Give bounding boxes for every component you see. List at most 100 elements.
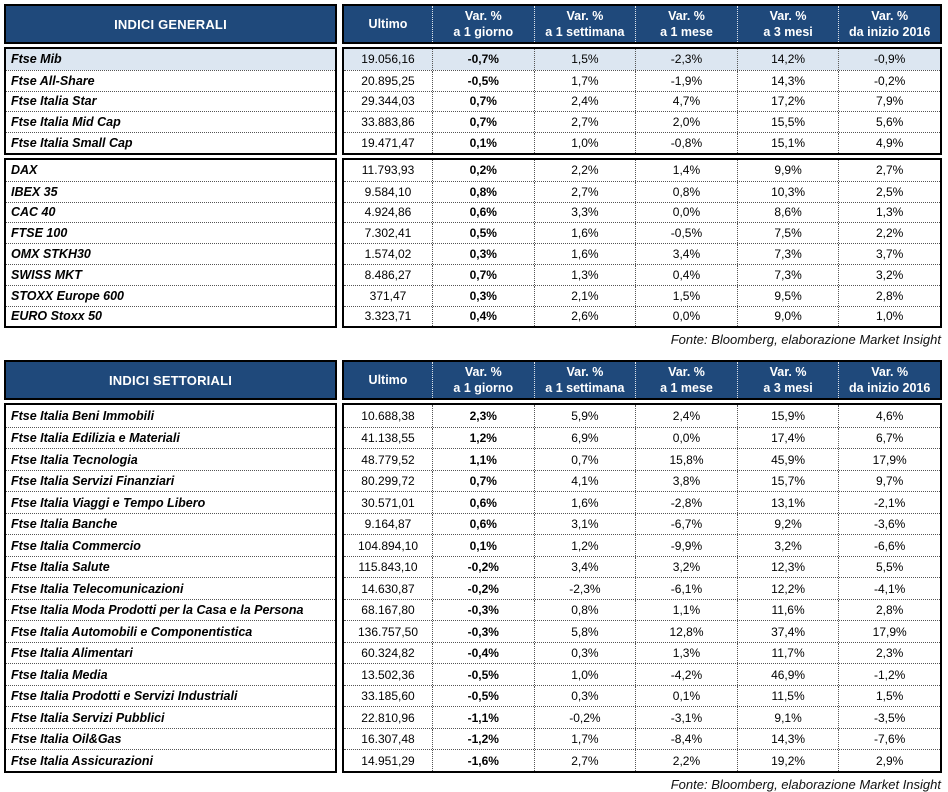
- table-row: 41.138,55 1,2% 6,9% 0,0% 17,4% 6,7%: [344, 426, 940, 449]
- index-name: Ftse Italia Star: [6, 90, 335, 112]
- variation-value: -1,2%: [838, 664, 940, 685]
- variation-value: 2,8%: [838, 599, 940, 621]
- variation-value: 14,3%: [736, 70, 839, 91]
- table-row: 13.502,36 -0,5% 1,0% -4,2% 46,9% -1,2%: [344, 663, 940, 685]
- index-names-panel: Ftse Mib Ftse All-Share Ftse Italia Star Ft…: [4, 47, 337, 155]
- last-value: 41.138,55: [361, 431, 415, 446]
- last-value: 30.571,01: [361, 495, 415, 510]
- variation-value: 17,4%: [736, 427, 839, 449]
- index-name: Ftse Italia Banche: [6, 512, 335, 535]
- variation-value: 0,1%: [635, 685, 737, 707]
- variation-value: -3,6%: [838, 513, 940, 535]
- column-header-var-da-inizio-2016: Var. % da inizio 2016: [838, 6, 940, 42]
- indici-generali-section: INDICI GENERALI Ultimo Var. % a 1 giorno Va…: [4, 4, 942, 347]
- index-name: Ftse Italia Edilizia e Materiali: [6, 426, 335, 449]
- table-row: 20.895,25 -0,5% 1,7% -1,9% 14,3% -0,2%: [344, 69, 940, 91]
- variation-value: 5,6%: [838, 112, 940, 133]
- index-names-panel: Ftse Italia Beni Immobili Ftse Italia Edi…: [4, 403, 337, 773]
- variation-value: 2,3%: [432, 405, 534, 427]
- variation-value: 0,6%: [432, 202, 534, 223]
- variation-value: 14,2%: [736, 49, 839, 70]
- index-name: Ftse Italia Prodotti e Servizi Industria…: [6, 684, 335, 707]
- index-name: OMX STKH30: [6, 243, 335, 264]
- last-value: 19.471,47: [361, 136, 415, 151]
- variation-value: 1,2%: [533, 535, 636, 556]
- column-header-sublabel: a 1 giorno: [453, 381, 514, 396]
- variation-value: 0,3%: [432, 244, 534, 264]
- table-title: INDICI GENERALI: [114, 16, 227, 32]
- column-header-sublabel: a 1 settimana: [545, 381, 625, 396]
- index-name: Ftse Italia Viaggi e Tempo Libero: [6, 491, 335, 513]
- column-header-sublabel: a 1 mese: [660, 381, 713, 396]
- variation-value: 0,8%: [533, 599, 636, 621]
- variation-value: 1,6%: [533, 244, 636, 264]
- column-header-label: Var. %: [464, 9, 502, 23]
- variation-value: 1,6%: [533, 492, 636, 513]
- column-header-var-da-inizio-2016: Var. % da inizio 2016: [838, 362, 940, 399]
- variation-value: 46,9%: [736, 664, 839, 685]
- table-row: 60.324,82 -0,4% 0,3% 1,3% 11,7% 2,3%: [344, 641, 940, 664]
- variation-value: 5,8%: [533, 621, 636, 642]
- index-name: Ftse Italia Salute: [6, 555, 335, 578]
- table-row: 8.486,27 0,7% 1,3% 0,4% 7,3% 3,2%: [344, 263, 940, 285]
- column-header-sublabel: a 1 giorno: [453, 25, 514, 39]
- index-values-panel: 10.688,38 2,3% 5,9% 2,4% 15,9% 4,6% 41.138,55 1…: [342, 403, 942, 773]
- index-name: Ftse All-Share: [6, 69, 335, 91]
- variation-value: 10,3%: [736, 181, 839, 202]
- index-name: Ftse Italia Media: [6, 663, 335, 685]
- variation-value: 1,5%: [635, 285, 737, 306]
- variation-value: 7,3%: [736, 264, 839, 285]
- variation-value: -8,4%: [635, 728, 737, 750]
- variation-value: -0,2%: [432, 578, 534, 599]
- variation-value: 0,6%: [432, 492, 534, 513]
- last-value: 1.574,02: [364, 247, 412, 262]
- variation-value: 3,3%: [533, 202, 636, 223]
- variation-value: 3,4%: [635, 244, 737, 264]
- variation-value: 0,7%: [432, 470, 534, 492]
- variation-value: 15,8%: [635, 449, 737, 470]
- variation-value: 6,9%: [533, 427, 636, 449]
- column-header-label: Var. %: [464, 365, 502, 380]
- column-header-label: Var. %: [566, 365, 604, 380]
- variation-value: 1,7%: [533, 70, 636, 91]
- variation-value: 8,6%: [736, 202, 839, 223]
- table-row: 115.843,10 -0,2% 3,4% 3,2% 12,3% 5,5%: [344, 555, 940, 578]
- variation-value: 6,7%: [838, 427, 940, 449]
- variation-value: 3,8%: [635, 470, 737, 492]
- table-row: 29.344,03 0,7% 2,4% 4,7% 17,2% 7,9%: [344, 90, 940, 112]
- table-body-group: DAX IBEX 35 CAC 40 FTSE 100 OMX STKH30 SWISS …: [4, 157, 942, 329]
- variation-value: 0,5%: [432, 223, 534, 244]
- index-name: Ftse Italia Small Cap: [6, 132, 335, 153]
- variation-value: 2,4%: [635, 405, 737, 427]
- variation-value: -6,6%: [838, 535, 940, 556]
- variation-value: 3,2%: [838, 264, 940, 285]
- column-header-label: Var. %: [769, 9, 807, 23]
- variation-value: 11,6%: [736, 599, 839, 621]
- index-name: CAC 40: [6, 201, 335, 223]
- variation-value: -4,1%: [838, 578, 940, 599]
- table-column-headers: Ultimo Var. % a 1 giorno Var. % a 1 settiman…: [342, 360, 942, 401]
- table-row: 371,47 0,3% 2,1% 1,5% 9,5% 2,8%: [344, 284, 940, 306]
- index-name: Ftse Italia Assicurazioni: [6, 749, 335, 771]
- table-row: 48.779,52 1,1% 0,7% 15,8% 45,9% 17,9%: [344, 448, 940, 470]
- last-value: 33.883,86: [361, 115, 415, 130]
- table-row: 30.571,01 0,6% 1,6% -2,8% 13,1% -2,1%: [344, 491, 940, 513]
- variation-value: 2,2%: [838, 223, 940, 244]
- variation-value: -0,7%: [432, 49, 534, 70]
- variation-value: 9,9%: [736, 159, 839, 181]
- variation-value: 2,7%: [533, 750, 636, 771]
- indici-settoriali-table: INDICI SETTORIALI Ultimo Var. % a 1 giorno…: [4, 360, 942, 773]
- index-name: Ftse Italia Beni Immobili: [11, 409, 155, 424]
- variation-value: 0,0%: [635, 202, 737, 223]
- variation-value: 12,8%: [635, 621, 737, 642]
- last-value: 9.584,10: [364, 184, 412, 199]
- variation-value: 15,5%: [736, 112, 839, 133]
- index-name: Ftse Italia Mid Cap: [6, 111, 335, 132]
- index-name: IBEX 35: [6, 180, 335, 202]
- variation-value: 0,3%: [533, 642, 636, 664]
- column-header-label: Var. %: [871, 365, 909, 380]
- table-row: 7.302,41 0,5% 1,6% -0,5% 7,5% 2,2%: [344, 222, 940, 244]
- variation-value: 5,5%: [838, 556, 940, 578]
- variation-value: 1,0%: [533, 133, 636, 153]
- variation-value: 14,3%: [736, 728, 839, 750]
